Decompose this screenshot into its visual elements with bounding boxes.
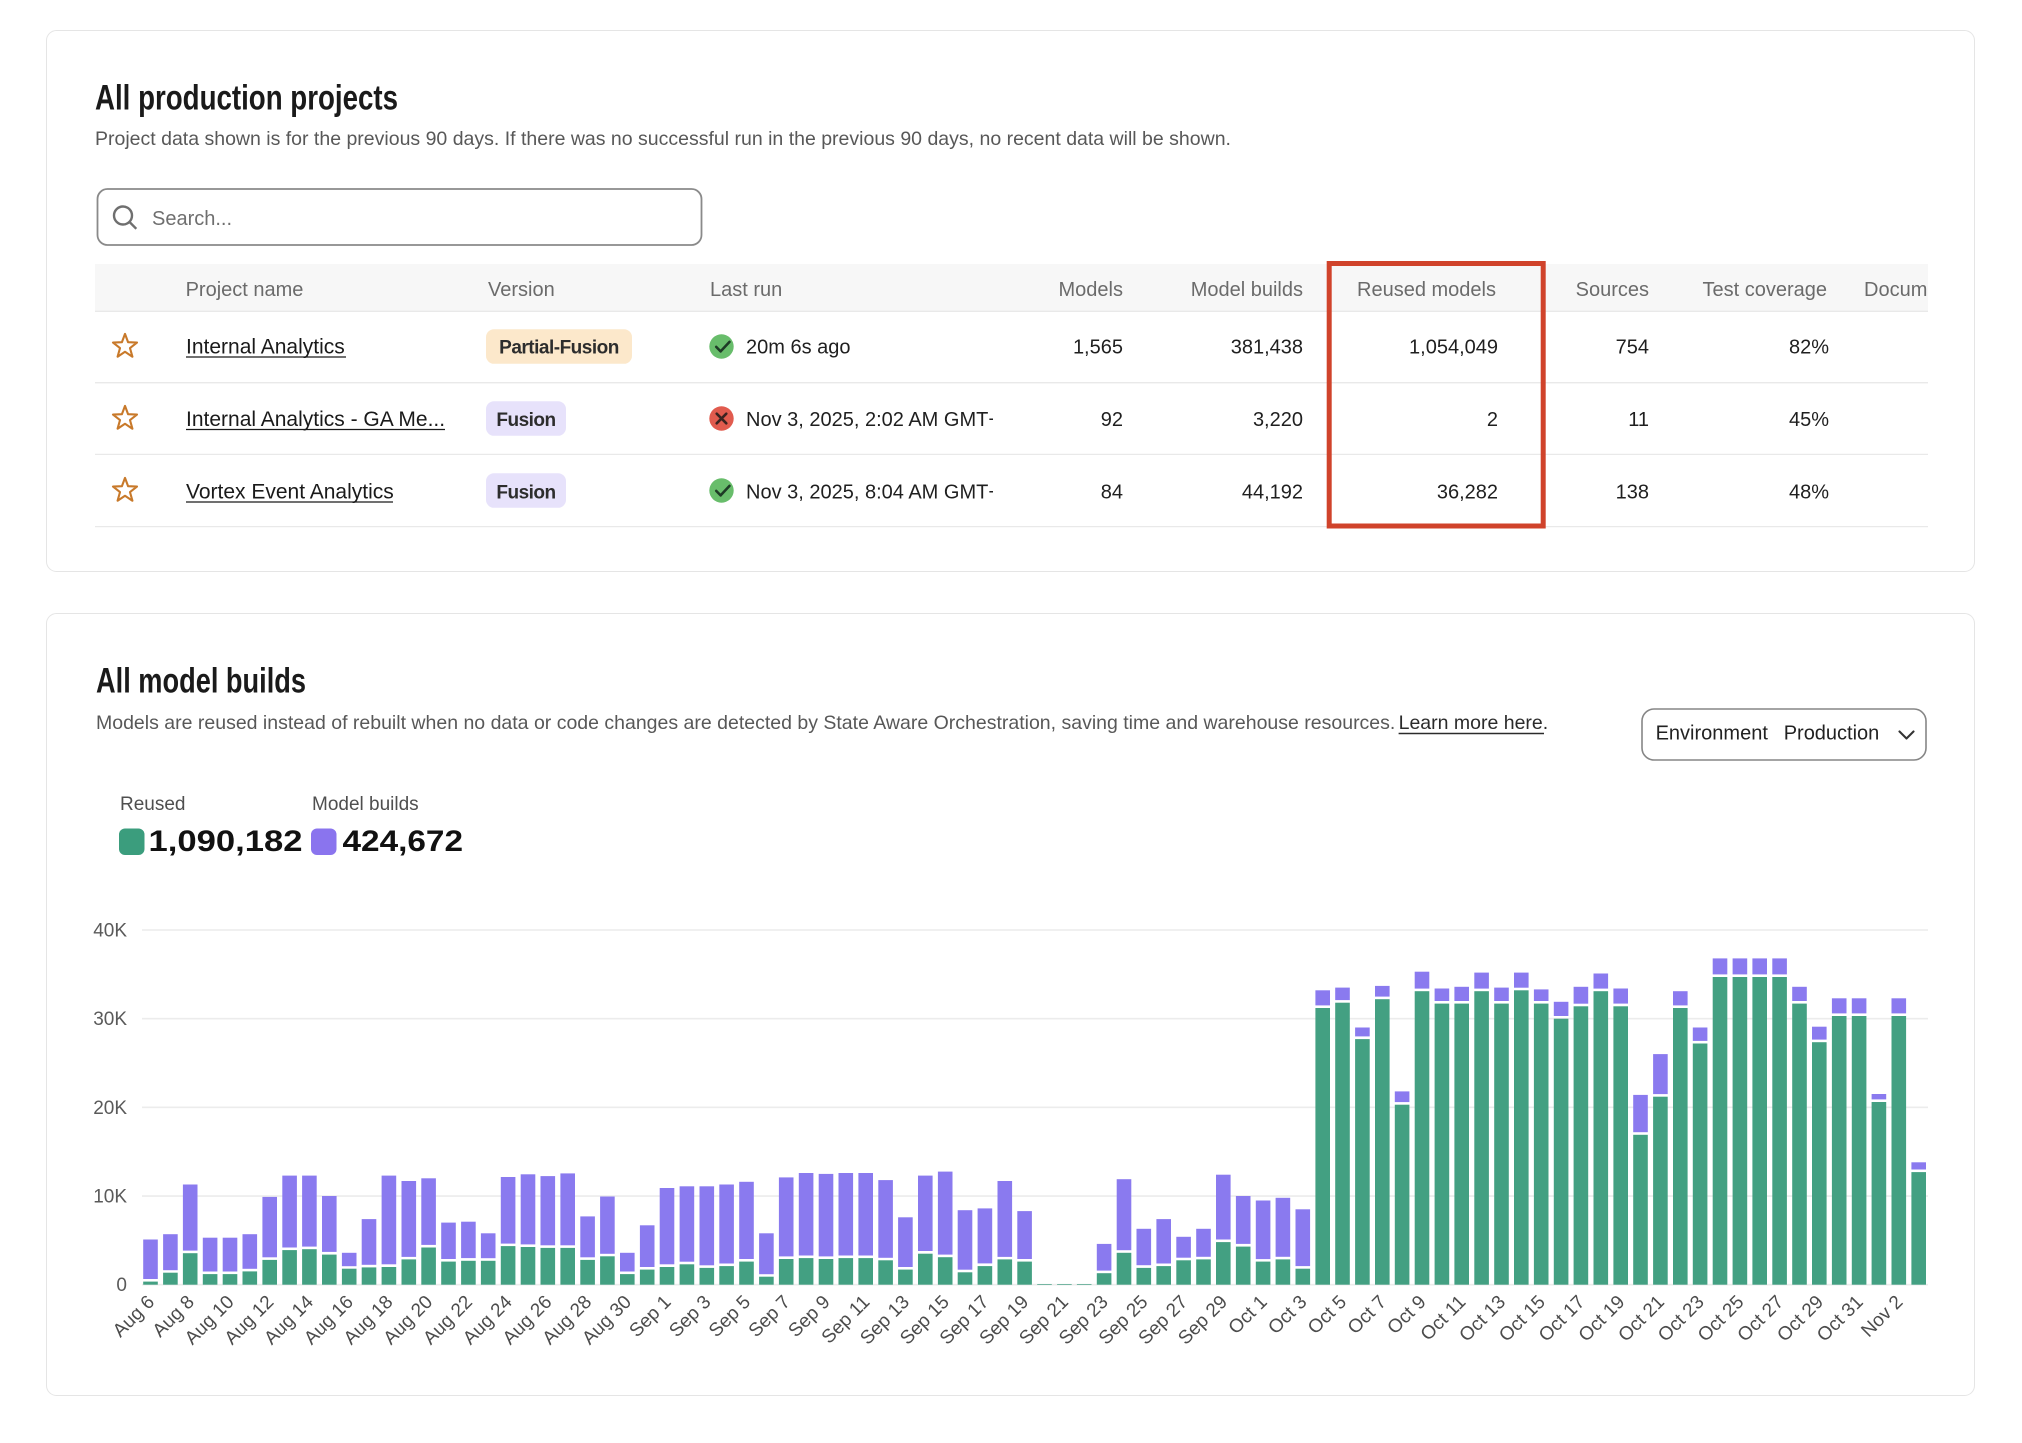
svg-text:Learn more here.: Learn more here.	[1399, 712, 1549, 734]
svg-text:All model builds: All model builds	[96, 662, 306, 701]
svg-text:All production projects: All production projects	[95, 79, 398, 118]
svg-text:Reused: Reused	[120, 794, 186, 815]
svg-text:20m 6s ago: 20m 6s ago	[746, 337, 851, 359]
svg-text:3,220: 3,220	[1253, 409, 1303, 431]
svg-text:Internal Analytics: Internal Analytics	[186, 336, 345, 359]
svg-text:Partial-Fusion: Partial-Fusion	[499, 338, 619, 359]
svg-text:Fusion: Fusion	[496, 483, 555, 504]
svg-text:1,054,049: 1,054,049	[1409, 337, 1498, 359]
svg-text:84: 84	[1101, 482, 1123, 504]
svg-text:138: 138	[1616, 482, 1649, 504]
svg-text:Test coverage: Test coverage	[1702, 279, 1827, 301]
svg-text:Fusion: Fusion	[496, 410, 555, 431]
svg-text:2: 2	[1487, 409, 1498, 431]
svg-text:82%: 82%	[1789, 337, 1829, 359]
svg-text:Model builds: Model builds	[312, 794, 419, 815]
svg-text:Model builds: Model builds	[1191, 279, 1303, 301]
svg-text:Internal Analytics - GA Me...: Internal Analytics - GA Me...	[186, 408, 445, 431]
svg-text:Documentation: Documentation	[1864, 279, 1999, 301]
svg-text:381,438: 381,438	[1231, 337, 1303, 359]
svg-text:Last run: Last run	[710, 279, 782, 301]
svg-text:40K: 40K	[93, 921, 127, 942]
svg-text:92: 92	[1101, 409, 1123, 431]
svg-text:424,672: 424,672	[343, 825, 464, 858]
svg-text:Version: Version	[488, 279, 555, 301]
svg-text:10K: 10K	[93, 1187, 127, 1208]
svg-text:Project name: Project name	[186, 279, 304, 301]
svg-text:Sources: Sources	[1576, 279, 1649, 301]
svg-text:Models: Models	[1059, 279, 1123, 301]
svg-text:Nov 3, 2025, 2:02 AM GMT+1: Nov 3, 2025, 2:02 AM GMT+1	[746, 409, 1011, 431]
svg-text:Vortex Event Analytics: Vortex Event Analytics	[186, 481, 394, 504]
svg-text:754: 754	[1616, 337, 1649, 359]
svg-text:44,192: 44,192	[1242, 482, 1303, 504]
svg-text:1,090,182: 1,090,182	[149, 825, 303, 858]
svg-text:11: 11	[1628, 409, 1649, 431]
svg-text:Nov 3, 2025, 8:04 AM GMT+1: Nov 3, 2025, 8:04 AM GMT+1	[746, 482, 1011, 504]
svg-text:45%: 45%	[1789, 409, 1829, 431]
svg-text:Models are reused instead of r: Models are reused instead of rebuilt whe…	[96, 712, 1395, 734]
svg-text:30K: 30K	[93, 1009, 127, 1030]
svg-text:1,565: 1,565	[1073, 337, 1123, 359]
svg-text:Production: Production	[1784, 722, 1880, 744]
svg-text:Project data shown is for the: Project data shown is for the previous 9…	[95, 128, 1231, 150]
svg-text:48%: 48%	[1789, 482, 1829, 504]
svg-text:20K: 20K	[93, 1098, 127, 1119]
svg-text:36,282: 36,282	[1437, 482, 1498, 504]
svg-text:Search...: Search...	[152, 208, 232, 230]
svg-text:0: 0	[116, 1275, 127, 1296]
svg-text:Reused models: Reused models	[1357, 279, 1496, 301]
svg-text:Environment: Environment	[1656, 722, 1769, 744]
